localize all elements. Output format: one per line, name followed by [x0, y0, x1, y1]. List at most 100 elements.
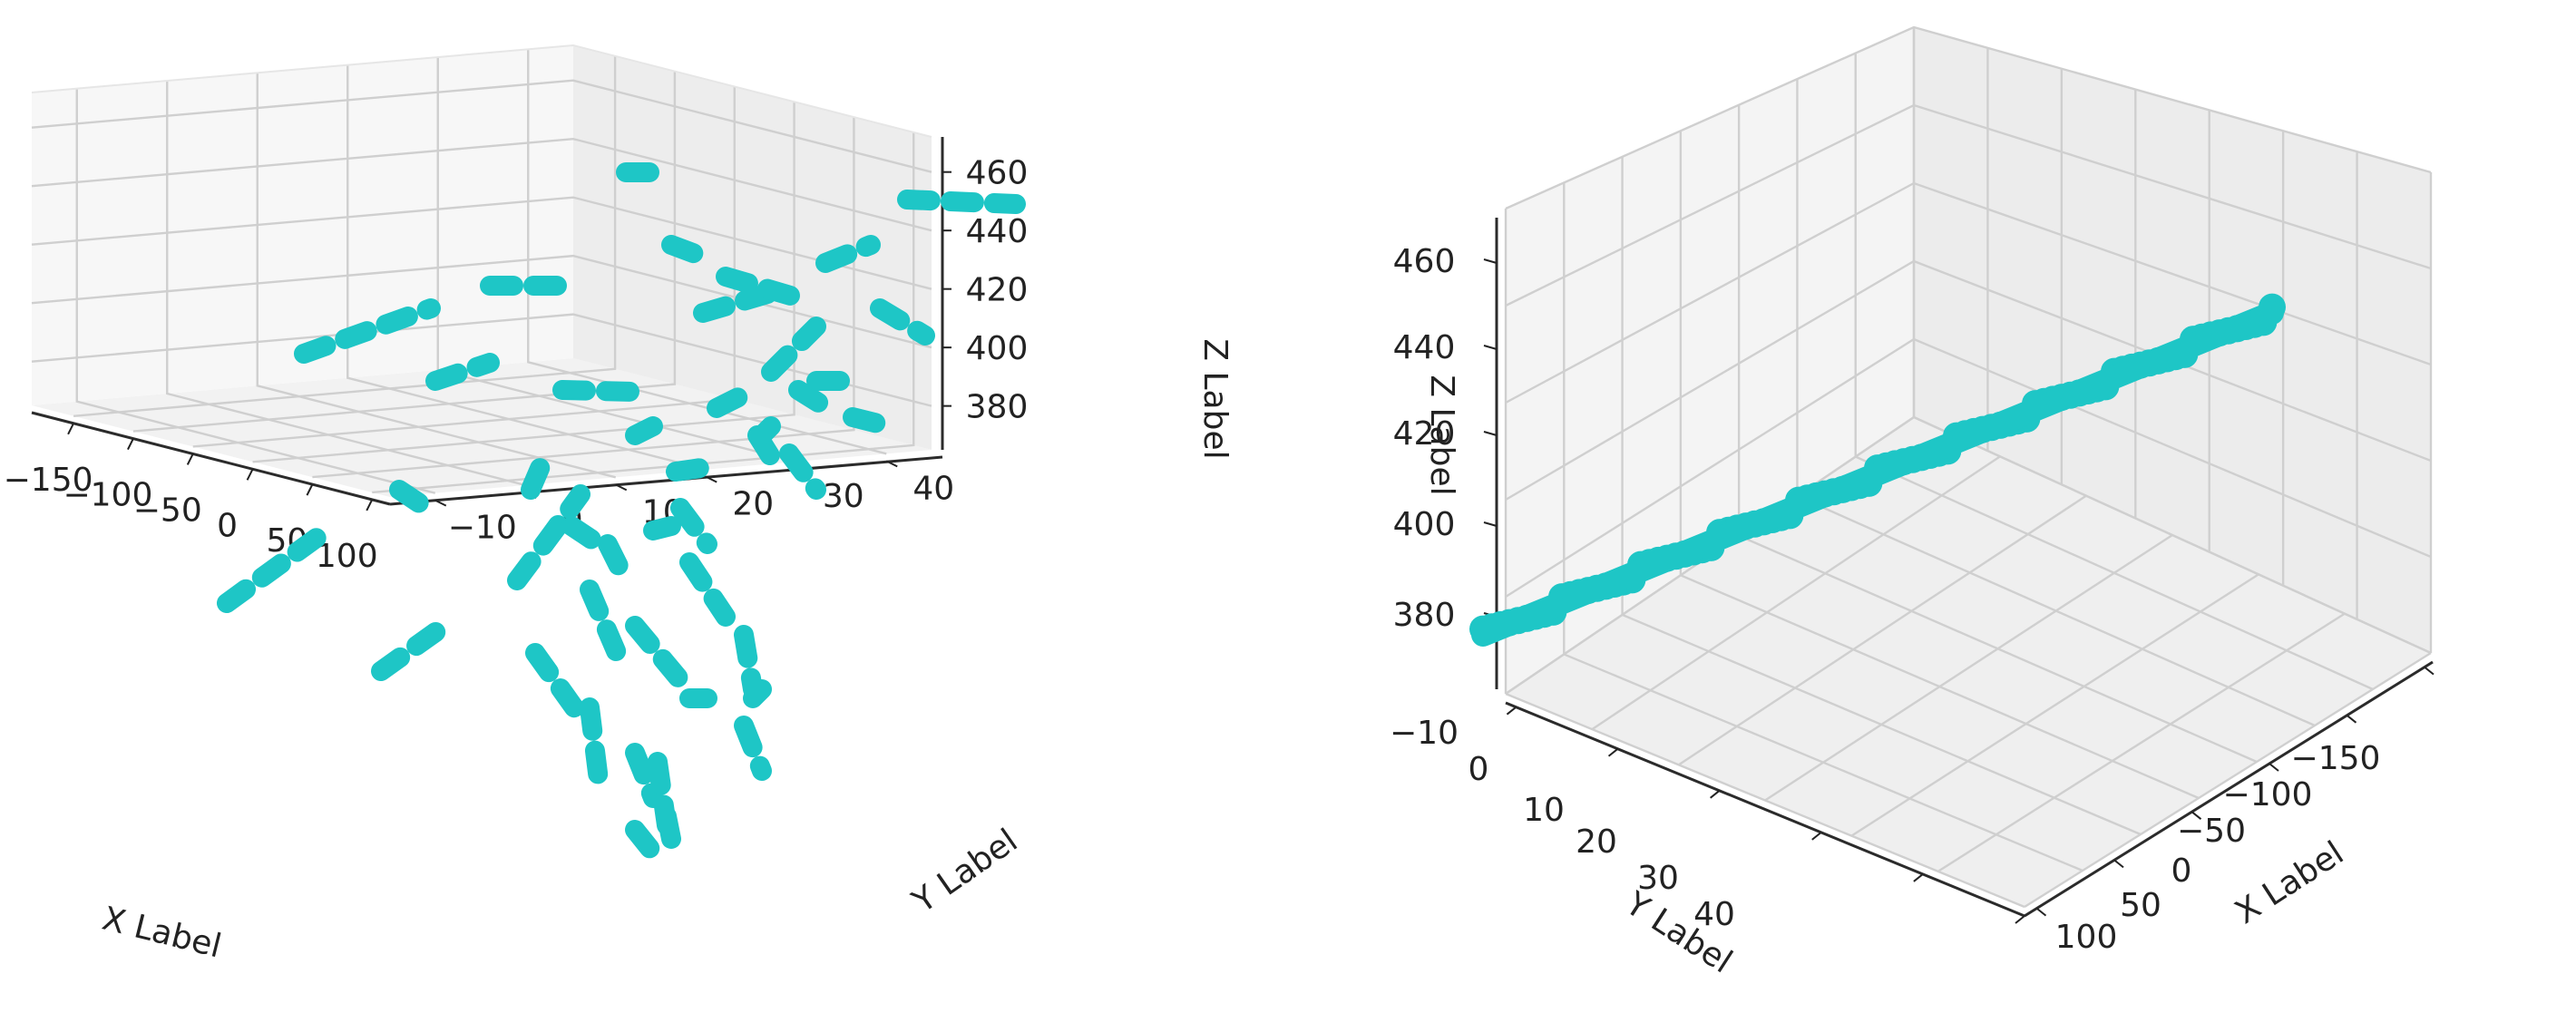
y-gridline: [166, 81, 526, 487]
data-segment: [580, 697, 609, 790]
y-tick-label: −10: [448, 510, 517, 547]
y-gridline: [256, 73, 617, 479]
y-tick: [1506, 706, 1517, 716]
x-tick: [2346, 715, 2357, 724]
data-segment: [534, 484, 590, 554]
y-gridline: [75, 88, 436, 494]
z-tick-label: 420: [1393, 415, 1456, 453]
data-segment: [815, 235, 881, 273]
data-line: [1471, 301, 2284, 647]
y-tick-label: 30: [823, 478, 864, 515]
x-gridline: [132, 71, 677, 433]
data-segment: [761, 317, 826, 382]
z-axis-label: Z Label: [1423, 375, 1460, 495]
data-segment: [598, 534, 636, 590]
y-tick: [1710, 790, 1721, 799]
x-axis-line: [31, 411, 391, 506]
gridlines: [1504, 25, 2433, 909]
x-tick: [127, 438, 134, 451]
x-tick: [2424, 666, 2435, 676]
z-tick-label: 400: [966, 330, 1029, 367]
x-gridline: [372, 131, 915, 494]
y-tick: [885, 460, 898, 468]
grid-h-walls: [1505, 259, 2432, 502]
x-axis-label: X Label: [99, 901, 225, 966]
x-axis-label: X Label: [2229, 834, 2350, 931]
y-tick: [1913, 873, 1924, 882]
chart-3d-left: −150−100−50050100−1001020304038040042044…: [4, 44, 1234, 966]
x-tick-label: 0: [2171, 852, 2192, 890]
data-segment: [625, 616, 690, 690]
z-gridline: [31, 137, 932, 232]
z-tick: [1483, 258, 1498, 264]
grid-floor-y: [1678, 494, 2087, 766]
z-gridline: [31, 254, 932, 349]
data-segment: [580, 580, 627, 663]
data-segment: [679, 552, 736, 627]
x-tick-label: −50: [133, 492, 202, 529]
z-tick-label: 380: [966, 389, 1029, 426]
z-gridline: [31, 196, 932, 290]
z-gridline: [31, 79, 932, 173]
y-tick: [705, 475, 717, 483]
grid-floor-x: [1738, 534, 2258, 764]
z-tick-label: 440: [966, 213, 1029, 250]
grid-floor-y: [1850, 573, 2259, 837]
z-tick-label: 460: [1393, 243, 1456, 280]
data-segment: [217, 521, 337, 613]
data-segment: [643, 516, 681, 541]
y-gridline: [346, 64, 707, 471]
y-tick: [2015, 915, 2025, 924]
data-segment: [389, 480, 436, 518]
x-tick: [186, 453, 194, 465]
y-tick-label: 10: [1523, 792, 1565, 829]
data-segment: [734, 716, 772, 781]
y-tick: [434, 499, 447, 507]
x-gridline: [312, 117, 855, 479]
y-tick: [615, 483, 628, 492]
x-tick-label: 100: [316, 538, 378, 575]
y-tick: [1811, 832, 1822, 841]
z-tick: [1483, 345, 1498, 350]
data-segment: [666, 457, 717, 482]
grid-floor-x: [1680, 574, 2200, 800]
x-tick: [2035, 907, 2047, 917]
data-series: [1469, 293, 2286, 647]
data-segment: [743, 679, 772, 708]
grid-floor-y: [1937, 612, 2346, 872]
x-tick-label: −100: [2223, 776, 2313, 813]
y-tick-label: 40: [1693, 896, 1735, 933]
x-gridline: [252, 102, 795, 463]
data-segment: [371, 616, 454, 681]
grid-floor-x: [1796, 495, 2316, 727]
z-tick-label: 420: [966, 272, 1029, 309]
y-tick-label: 40: [912, 470, 954, 507]
x-axis-line: [2024, 660, 2434, 918]
grid-floor-x: [1622, 613, 2142, 836]
data-segment: [734, 625, 763, 699]
x-tick: [366, 499, 374, 511]
y-tick-label: 30: [1637, 860, 1679, 897]
y-tick-label: 0: [1469, 751, 1489, 788]
x-tick-label: 100: [2055, 919, 2118, 956]
data-segment: [716, 267, 813, 309]
grid-floor-y: [1591, 455, 2001, 731]
grid-h-walls: [1505, 181, 2432, 404]
data-segment: [425, 353, 500, 391]
y-tick-label: −10: [1390, 715, 1459, 752]
z-tick-label: 400: [1393, 506, 1456, 543]
x-tick: [2191, 811, 2202, 820]
data-segment: [294, 298, 441, 364]
right-pane: [1914, 27, 2431, 653]
data-segment: [525, 643, 590, 726]
z-axis-label: Z Label: [1196, 338, 1234, 459]
data-segment: [752, 416, 781, 445]
data-segment: [625, 416, 663, 445]
data-segment: [897, 190, 1026, 214]
y-tick-label: 20: [732, 486, 774, 523]
data-segment: [707, 380, 763, 418]
grid-floor-y: [1764, 533, 2173, 802]
x-tick-label: −150: [4, 462, 93, 499]
grid-floor-y: [2024, 651, 2432, 909]
